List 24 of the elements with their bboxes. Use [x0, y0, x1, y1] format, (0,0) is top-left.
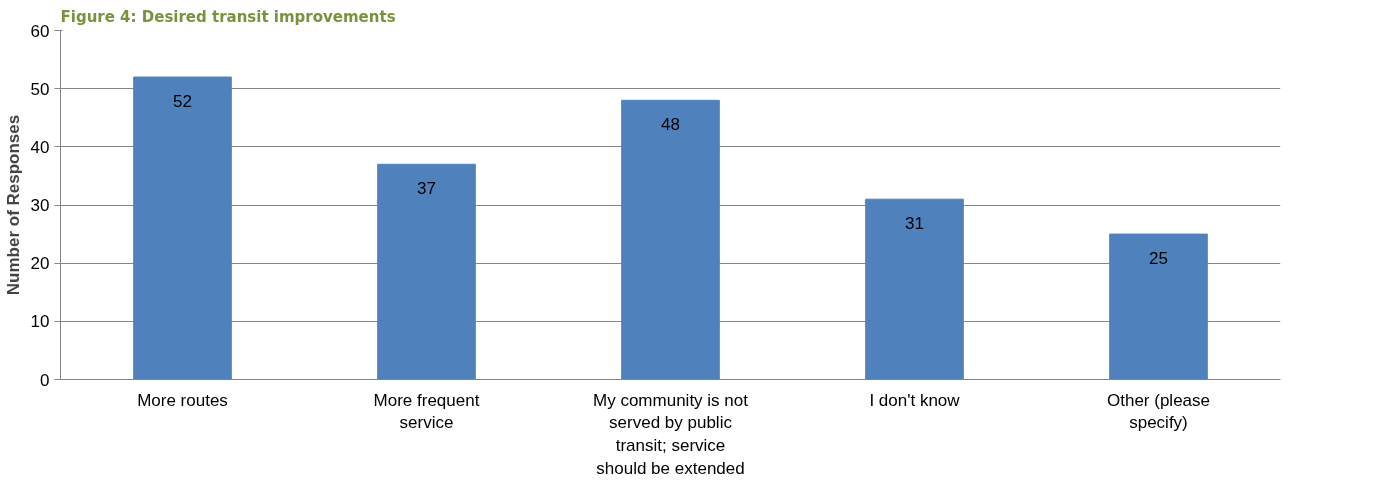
x-tick-label: More routes	[137, 390, 228, 410]
y-tick-label: 10	[30, 312, 50, 332]
bar	[377, 163, 476, 380]
y-tick-label: 30	[30, 196, 50, 215]
y-tick-label: 40	[30, 137, 50, 157]
bar	[133, 76, 232, 380]
y-axis-title: Number of Responses	[3, 114, 23, 296]
chart-title: Figure 4: Desired transit improvements	[60, 7, 396, 26]
x-tick-label: My community is not served by public transit; service should be extended	[593, 390, 749, 478]
y-tick-label: 0	[40, 370, 50, 390]
data-label: 31	[905, 214, 924, 234]
bar	[865, 198, 964, 380]
y-tick-label: 20	[30, 254, 50, 274]
data-label: 37	[417, 179, 436, 199]
x-tick-label: I don't know	[869, 390, 961, 410]
data-label: 52	[173, 92, 192, 112]
bar	[1109, 233, 1208, 380]
x-tick-label: Other (please specify)	[1107, 390, 1210, 433]
y-tick-label: 60	[30, 21, 50, 41]
data-label: 48	[661, 115, 680, 135]
bar	[621, 99, 720, 380]
data-label: 25	[1149, 249, 1168, 269]
x-tick-label: More frequent service	[373, 390, 480, 433]
y-tick-label: 50	[30, 79, 50, 99]
